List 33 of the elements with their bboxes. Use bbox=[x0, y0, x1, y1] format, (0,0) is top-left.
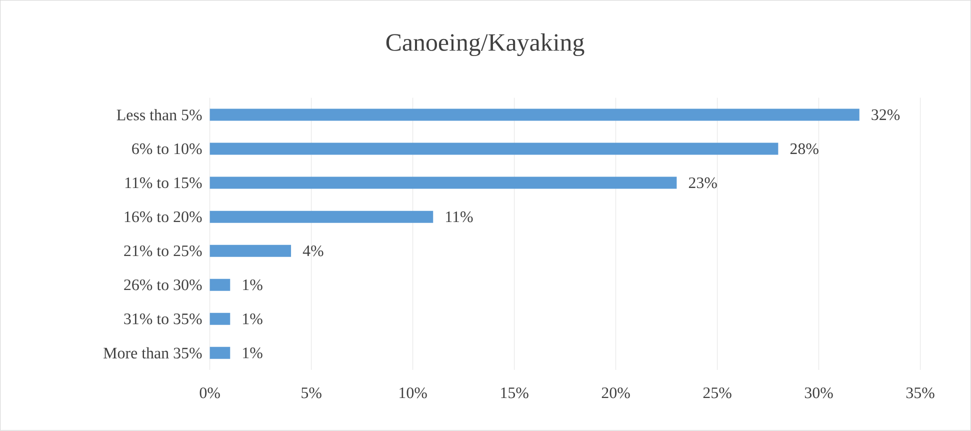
bar bbox=[210, 347, 230, 360]
data-label: 1% bbox=[243, 314, 262, 324]
bar bbox=[210, 210, 434, 223]
x-tick-label: 35% bbox=[906, 388, 934, 398]
x-tick-label: 30% bbox=[804, 388, 833, 398]
x-tick-label: 20% bbox=[602, 388, 630, 398]
y-tick-label: 26% to 30% bbox=[124, 280, 202, 290]
x-tick-label: 10% bbox=[400, 388, 427, 398]
x-tick-label: 15% bbox=[501, 388, 528, 398]
data-label: 1% bbox=[243, 348, 262, 358]
y-tick-label: More than 35% bbox=[104, 347, 202, 359]
y-tick-label: 31% to 35% bbox=[124, 314, 202, 324]
bar bbox=[210, 245, 292, 258]
data-label: 1% bbox=[243, 280, 262, 290]
x-tick-label: 0% bbox=[200, 388, 220, 398]
y-tick-label: 11% to 15% bbox=[125, 178, 202, 188]
data-label: 32% bbox=[872, 110, 900, 120]
bar bbox=[210, 279, 230, 292]
data-label: 28% bbox=[790, 144, 818, 154]
data-label: 11% bbox=[446, 212, 473, 222]
y-tick-label: 6% to 10% bbox=[132, 144, 202, 154]
x-tick-label: 25% bbox=[703, 388, 732, 398]
x-tick-label: 5% bbox=[302, 388, 322, 398]
bar bbox=[210, 142, 778, 155]
bar bbox=[210, 176, 677, 189]
bar bbox=[210, 313, 230, 326]
bar bbox=[210, 108, 860, 121]
data-label: 23% bbox=[688, 178, 717, 188]
data-label: 4% bbox=[302, 246, 324, 256]
y-tick-label: 16% to 20% bbox=[124, 212, 202, 222]
y-tick-label: Less than 5% bbox=[116, 109, 202, 121]
chart-title: Canoeing/Kayaking bbox=[386, 34, 584, 56]
y-tick-label: 21% to 25% bbox=[124, 246, 202, 256]
